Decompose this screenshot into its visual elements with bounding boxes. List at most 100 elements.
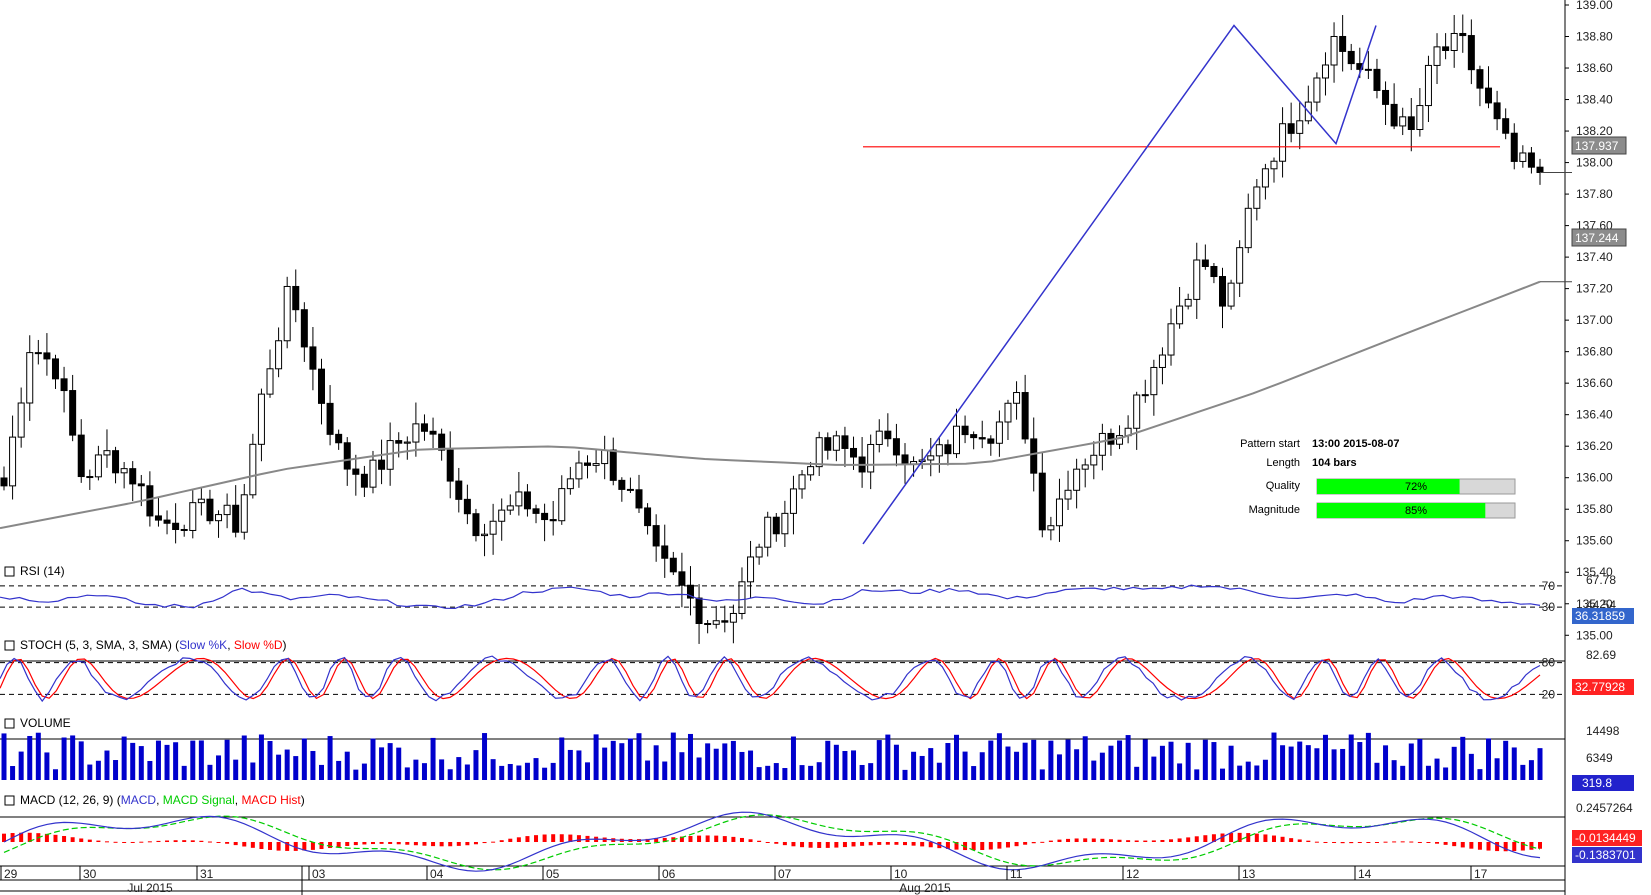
volume-bar <box>1151 756 1157 780</box>
macd-hist-bar <box>491 841 496 843</box>
candle-body <box>489 520 497 535</box>
volume-bar <box>1340 748 1346 780</box>
price-tick-label: 136.00 <box>1576 471 1613 485</box>
volume-bar <box>988 740 994 780</box>
macd-hist-bar <box>576 835 581 842</box>
volume-bar <box>730 740 736 780</box>
candle-body <box>592 463 600 466</box>
volume-bar <box>1245 761 1251 780</box>
volume-bar <box>250 762 256 780</box>
price-tick-label: 136.40 <box>1576 408 1613 422</box>
candle-body <box>283 285 291 342</box>
day-label: 05 <box>546 867 560 881</box>
volume-bar <box>301 738 307 780</box>
macd-hist-bar <box>70 837 75 842</box>
macd-hist-bar <box>842 842 847 848</box>
macd-hist-bar <box>894 842 899 845</box>
candle-body <box>1459 32 1467 37</box>
candle-body <box>549 519 557 522</box>
candle-body <box>1236 247 1244 284</box>
macd-hist-bar <box>1512 842 1517 852</box>
volume-bar <box>1099 752 1105 780</box>
macd-hist-bar <box>1392 841 1397 843</box>
candle-body <box>798 474 806 490</box>
candle-body <box>815 437 823 468</box>
volume-bar <box>859 764 865 780</box>
candle-body <box>1150 366 1158 396</box>
candle-body <box>892 438 900 456</box>
macd-hist-bar <box>722 836 727 842</box>
macd-hist-bar <box>688 836 693 842</box>
macd-hist-bar <box>147 841 152 843</box>
macd-hist-bar <box>679 836 684 842</box>
candle-body <box>661 545 669 559</box>
last-price-tag-bg <box>1571 136 1627 155</box>
candle-body <box>1184 298 1192 307</box>
price-tick-label: 135.00 <box>1576 628 1613 642</box>
volume-bar <box>1228 745 1234 780</box>
volume-bar <box>421 763 427 780</box>
candle-body <box>154 515 162 521</box>
candle-body <box>609 449 617 481</box>
candle-body <box>678 571 686 586</box>
candle-body <box>1210 265 1218 278</box>
rsi-close-icon[interactable] <box>4 566 15 577</box>
macd-close-icon[interactable] <box>4 795 15 806</box>
volume-bar <box>842 751 848 780</box>
candle-body <box>395 440 403 444</box>
macd-hist-bar <box>1074 838 1079 842</box>
candle-body <box>1527 152 1535 168</box>
candle-body <box>1004 402 1012 423</box>
length-label: Length <box>1266 457 1300 469</box>
candle-body <box>51 358 59 380</box>
volume-current: 319.8 <box>1582 776 1612 790</box>
volume-bar <box>1537 748 1543 780</box>
macd-hist-bar <box>1160 839 1165 842</box>
candle-body <box>1424 64 1432 107</box>
macd-hist-bar <box>130 841 135 843</box>
macd-hist-bar <box>293 842 298 851</box>
macd-hist-bar <box>1366 842 1371 843</box>
candle-body <box>1407 116 1415 130</box>
macd-hist-bar <box>791 842 796 847</box>
volume-current-bg <box>1572 775 1634 791</box>
macd-current: -0.1383701 <box>1575 848 1636 862</box>
volume-bar <box>1288 746 1294 780</box>
macd-hist-bar <box>1409 841 1414 843</box>
volume-close-icon[interactable] <box>4 718 15 729</box>
candle-body <box>1038 472 1046 531</box>
rsi-line <box>0 584 1541 610</box>
quality-label: Quality <box>1266 480 1301 492</box>
volume-bar <box>756 767 762 780</box>
macd-hist-bar <box>1538 842 1542 849</box>
candle-body <box>1510 132 1518 162</box>
stoch-close-icon[interactable] <box>4 640 15 651</box>
macd-hist-bar <box>1134 840 1139 842</box>
stoch-k-line <box>0 655 1541 703</box>
candle-body <box>1270 160 1278 170</box>
price-tick-label: 136.60 <box>1576 376 1613 390</box>
macd-hist-bar <box>431 842 436 847</box>
macd-hist-bar <box>285 842 290 851</box>
rsi-level-30-label: 30 <box>1542 600 1556 614</box>
volume-bar <box>379 747 385 780</box>
volume-bar <box>1039 769 1045 780</box>
volume-bar <box>1211 742 1217 780</box>
candle-body <box>1021 392 1029 440</box>
volume-bar <box>1477 769 1483 780</box>
volume-bar <box>138 746 144 780</box>
volume-bar <box>1185 742 1191 780</box>
volume-bar <box>1391 760 1397 780</box>
volume-bar <box>979 752 985 780</box>
candle-body <box>978 437 986 440</box>
volume-bar <box>439 759 445 780</box>
volume-bar <box>790 736 796 780</box>
candle-body <box>944 444 952 455</box>
candle-body <box>1167 323 1175 356</box>
candle-body <box>695 597 703 625</box>
candle-body <box>523 491 531 510</box>
volume-bar <box>1408 743 1414 780</box>
volume-bar <box>1074 749 1080 780</box>
volume-bar <box>851 750 857 780</box>
macd-hist-bar <box>542 834 547 842</box>
